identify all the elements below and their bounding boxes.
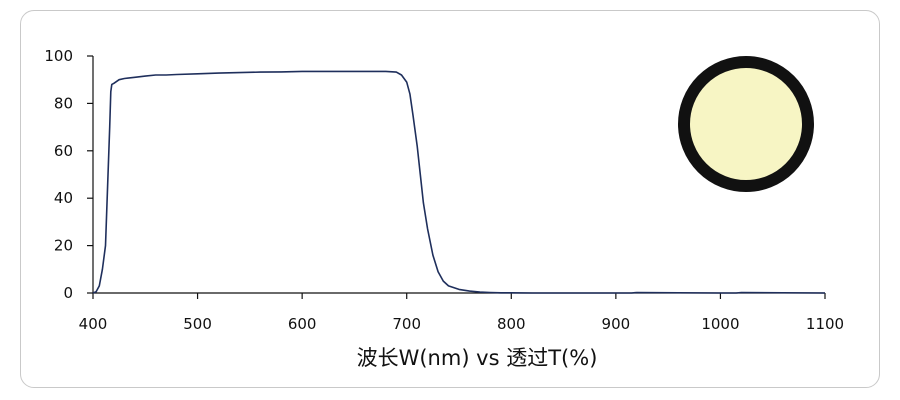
y-tick-label: 40 <box>54 189 73 207</box>
x-tick-label: 1100 <box>806 315 844 333</box>
transmission-series-line <box>92 70 826 294</box>
y-tick-label: 20 <box>54 237 73 255</box>
y-tick-label: 100 <box>44 47 73 65</box>
x-axis-label: 波长W(nm) vs 透过T(%) <box>357 346 598 370</box>
x-tick-label: 500 <box>183 315 212 333</box>
x-tick-label: 700 <box>392 315 421 333</box>
chart-ticks: 0 20 40 60 80 100 400 500 600 700 800 900 1000 1100 <box>44 47 844 333</box>
y-tick-label: 80 <box>54 94 73 112</box>
y-tick-label: 0 <box>63 284 73 302</box>
x-tick-label: 400 <box>79 315 108 333</box>
x-tick-label: 1000 <box>701 315 739 333</box>
x-tick-label: 600 <box>288 315 317 333</box>
x-tick-label: 900 <box>602 315 631 333</box>
x-tick-label: 800 <box>497 315 526 333</box>
filter-disc-icon <box>678 56 814 192</box>
y-tick-label: 60 <box>54 142 73 160</box>
